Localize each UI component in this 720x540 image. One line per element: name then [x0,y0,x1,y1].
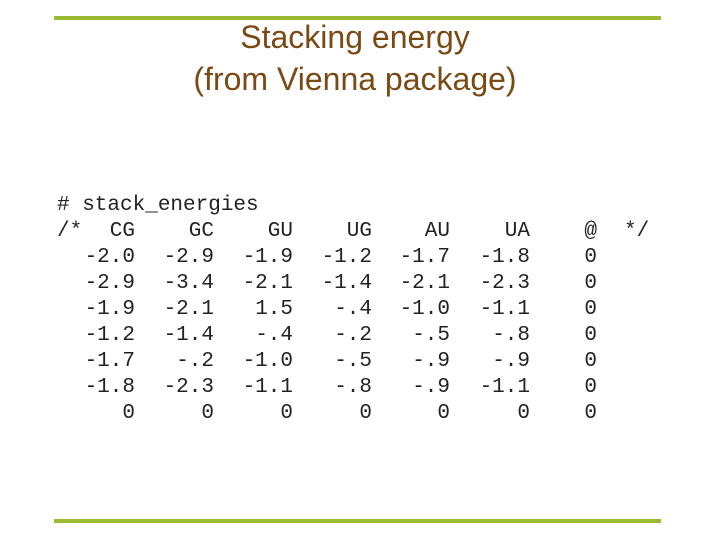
value-cell: -.5 [334,350,372,373]
value-cell: -2.3 [480,272,530,295]
value-cell: -1.1 [480,376,530,399]
value-cell: -.8 [334,376,372,399]
value-cell: -1.0 [400,298,450,321]
value-cell: -1.1 [480,298,530,321]
value-cell: -1.9 [85,298,135,321]
value-cell: -1.1 [243,376,293,399]
value-cell: 0 [584,272,597,295]
value-cell: -.2 [334,324,372,347]
value-cell: -.9 [412,376,450,399]
header-cell: UA [505,220,531,243]
value-cell: -1.7 [400,246,450,269]
value-cell: -1.9 [243,246,293,269]
header-cell: AU [425,220,450,243]
value-cell: -3.4 [164,272,214,295]
code-table: /* CG GC GU UG AU UA @ */ -2.0 -2.9 -1.9 -1.2 -1.7 -1.… [57,220,649,425]
value-cell: -.9 [492,350,530,373]
value-cell: -1.4 [164,324,214,347]
value-cell: -1.8 [85,376,135,399]
title-line: (from Vienna package) [193,61,516,97]
value-cell: -.4 [255,324,293,347]
value-cell: 0 [122,402,135,425]
value-cell: -.2 [176,350,214,373]
value-cell: -2.1 [164,298,214,321]
value-cell: 0 [437,402,450,425]
value-cell: 0 [359,402,372,425]
value-cell: 0 [584,402,597,425]
header-cell: CG [110,220,135,243]
value-cell: 0 [517,402,530,425]
value-cell: 0 [280,402,293,425]
value-cell: -1.4 [322,272,372,295]
value-cell: -2.1 [243,272,293,295]
value-cell: -2.9 [85,272,135,295]
value-cell: 0 [584,376,597,399]
value-cell: -2.1 [400,272,450,295]
value-cell: -2.9 [164,246,214,269]
header-cell: */ [624,220,649,243]
header-cell: UG [347,220,372,243]
value-cell: -1.0 [243,350,293,373]
value-cell: -2.0 [85,246,135,269]
value-cell: -1.8 [480,246,530,269]
value-cell: -1.7 [85,350,135,373]
value-cell: -1.2 [322,246,372,269]
title-line: Stacking energy [240,19,469,55]
value-cell: 0 [584,246,597,269]
value-cell: 1.5 [255,298,293,321]
value-cell: -1.2 [85,324,135,347]
header-cell: /* [57,220,82,243]
value-cell: -.5 [412,324,450,347]
value-cell: -.9 [412,350,450,373]
header-cell: @ [584,220,597,243]
value-cell: 0 [584,298,597,321]
value-cell: 0 [201,402,214,425]
value-cell: 0 [584,324,597,347]
value-cell: -2.3 [164,376,214,399]
header-cell: GU [268,220,293,243]
value-cell: -.8 [492,324,530,347]
code-comment: # stack_energies [57,194,259,217]
value-cell: 0 [584,350,597,373]
value-cell: -.4 [334,298,372,321]
header-cell: GC [189,220,214,243]
